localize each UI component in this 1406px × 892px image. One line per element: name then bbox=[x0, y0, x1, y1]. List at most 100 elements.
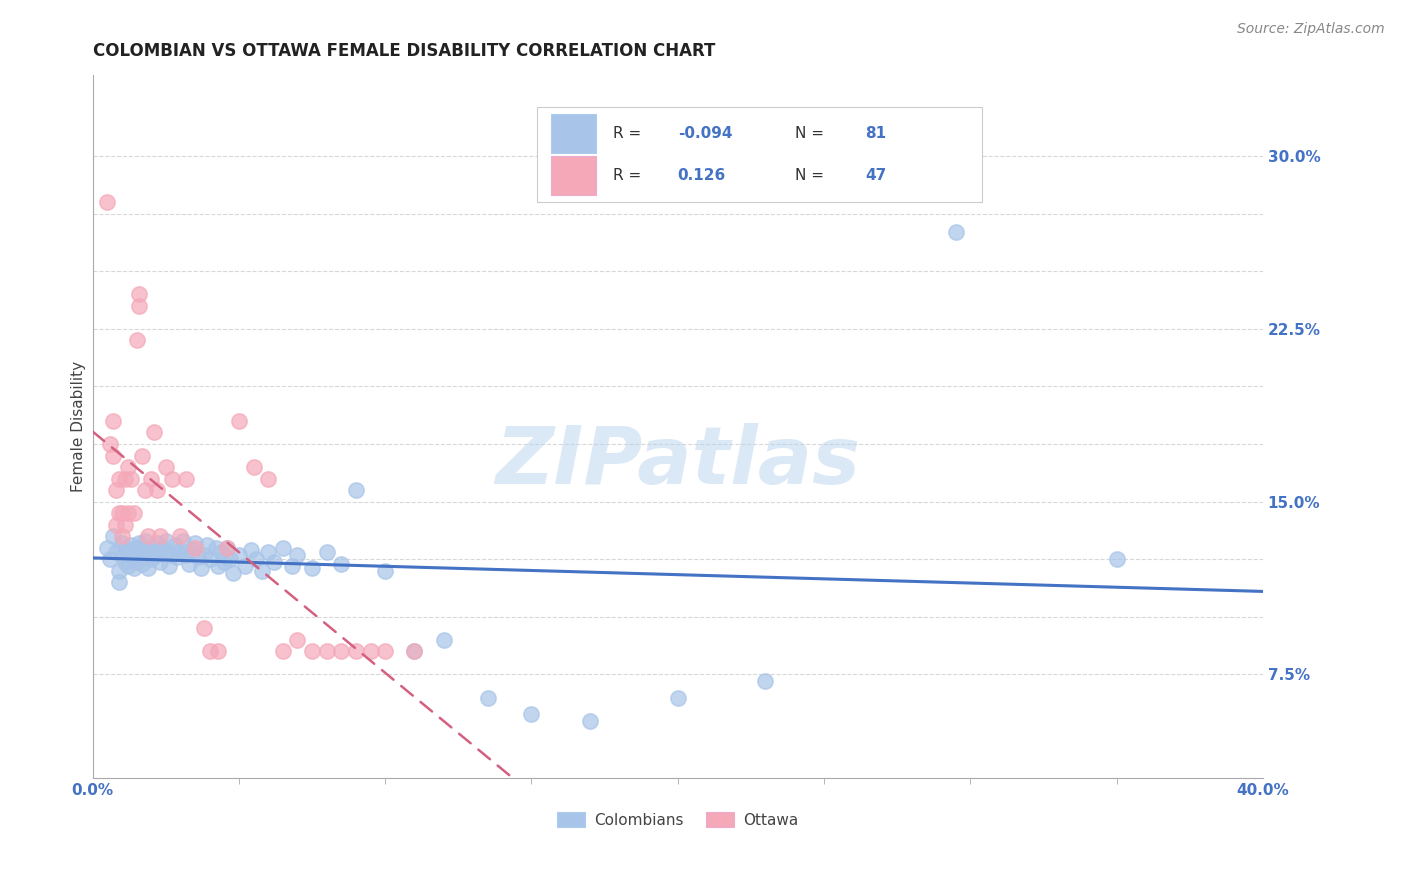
Point bbox=[114, 555, 136, 569]
Point bbox=[96, 194, 118, 209]
Point bbox=[195, 538, 218, 552]
Point bbox=[108, 472, 131, 486]
Point bbox=[128, 299, 150, 313]
Text: 47: 47 bbox=[865, 169, 886, 183]
Legend: Colombians, Ottawa: Colombians, Ottawa bbox=[551, 805, 804, 834]
Point bbox=[155, 460, 177, 475]
Point bbox=[174, 548, 197, 562]
Point bbox=[198, 552, 221, 566]
Point bbox=[108, 564, 131, 578]
Point bbox=[271, 541, 294, 555]
Point bbox=[136, 561, 159, 575]
Text: -0.094: -0.094 bbox=[678, 126, 733, 141]
Point bbox=[374, 644, 396, 658]
Point bbox=[149, 529, 172, 543]
Point bbox=[166, 549, 188, 564]
Point bbox=[207, 644, 229, 658]
Point bbox=[198, 644, 221, 658]
Point bbox=[108, 575, 131, 590]
Point bbox=[172, 533, 194, 548]
Point bbox=[117, 545, 139, 559]
Point bbox=[98, 552, 121, 566]
Point bbox=[96, 541, 118, 555]
Point bbox=[111, 529, 134, 543]
Point bbox=[579, 714, 602, 728]
Point bbox=[217, 541, 239, 555]
Point bbox=[131, 557, 153, 571]
Text: N =: N = bbox=[794, 169, 828, 183]
Point bbox=[209, 545, 232, 559]
Point bbox=[374, 564, 396, 578]
Point bbox=[111, 506, 134, 520]
Point bbox=[190, 561, 212, 575]
Point bbox=[163, 538, 186, 552]
Point bbox=[122, 506, 145, 520]
Point bbox=[245, 552, 267, 566]
Point bbox=[945, 225, 967, 239]
Text: COLOMBIAN VS OTTAWA FEMALE DISABILITY CORRELATION CHART: COLOMBIAN VS OTTAWA FEMALE DISABILITY CO… bbox=[93, 42, 716, 60]
Point bbox=[139, 552, 162, 566]
Point bbox=[98, 437, 121, 451]
Point bbox=[122, 561, 145, 575]
Point bbox=[108, 506, 131, 520]
Point bbox=[330, 557, 353, 571]
Text: 0.126: 0.126 bbox=[678, 169, 725, 183]
Point bbox=[149, 555, 172, 569]
FancyBboxPatch shape bbox=[537, 107, 981, 202]
Point bbox=[404, 644, 426, 658]
Point bbox=[114, 517, 136, 532]
Point bbox=[155, 545, 177, 559]
Point bbox=[128, 287, 150, 301]
Point bbox=[330, 644, 353, 658]
Point bbox=[117, 559, 139, 574]
Point bbox=[101, 529, 124, 543]
Point bbox=[242, 460, 264, 475]
Point bbox=[184, 536, 207, 550]
Point bbox=[207, 559, 229, 574]
Point bbox=[204, 541, 226, 555]
Point bbox=[128, 536, 150, 550]
Text: N =: N = bbox=[794, 126, 828, 141]
Point bbox=[160, 472, 183, 486]
Point bbox=[125, 541, 148, 555]
Point bbox=[134, 483, 156, 497]
Point bbox=[169, 543, 191, 558]
Point bbox=[174, 472, 197, 486]
Point bbox=[120, 472, 142, 486]
Text: R =: R = bbox=[613, 126, 647, 141]
Point bbox=[263, 555, 285, 569]
Point bbox=[360, 644, 382, 658]
Point bbox=[120, 538, 142, 552]
Point bbox=[136, 549, 159, 564]
Point bbox=[117, 506, 139, 520]
Point bbox=[301, 644, 323, 658]
Point bbox=[134, 533, 156, 548]
Point bbox=[301, 561, 323, 575]
Point bbox=[157, 559, 180, 574]
Point bbox=[146, 536, 169, 550]
Point bbox=[152, 541, 174, 555]
Point bbox=[257, 545, 280, 559]
Point bbox=[131, 543, 153, 558]
Point bbox=[111, 536, 134, 550]
Point bbox=[160, 548, 183, 562]
Point bbox=[146, 483, 169, 497]
Point bbox=[120, 549, 142, 564]
Point bbox=[754, 674, 776, 689]
Point bbox=[666, 690, 689, 705]
Point bbox=[139, 472, 162, 486]
Point bbox=[169, 529, 191, 543]
Point bbox=[114, 472, 136, 486]
Bar bbox=[551, 156, 596, 195]
Point bbox=[101, 449, 124, 463]
Point bbox=[228, 414, 250, 428]
Point bbox=[193, 548, 215, 562]
Point bbox=[257, 472, 280, 486]
Point bbox=[114, 541, 136, 555]
Text: Source: ZipAtlas.com: Source: ZipAtlas.com bbox=[1237, 22, 1385, 37]
Point bbox=[344, 483, 367, 497]
Text: ZIPatlas: ZIPatlas bbox=[495, 423, 860, 501]
Point bbox=[181, 543, 204, 558]
Point bbox=[287, 548, 309, 562]
Y-axis label: Female Disability: Female Disability bbox=[72, 361, 86, 492]
